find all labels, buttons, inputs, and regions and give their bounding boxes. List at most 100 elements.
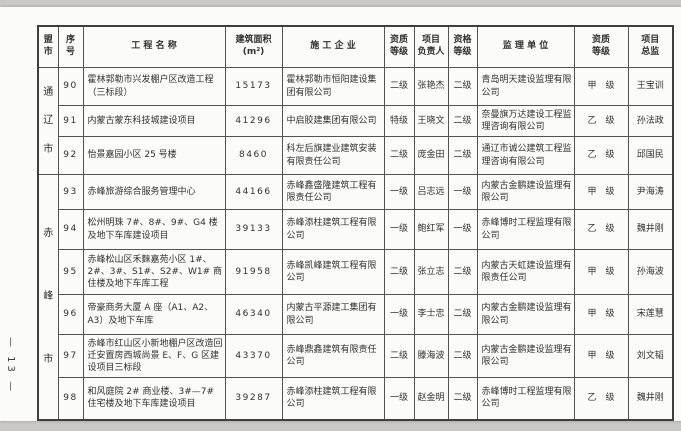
cell-leader-grade: 一级	[447, 174, 478, 210]
cell-leader: 庞金田	[413, 136, 449, 175]
table-row: 92 怡景嘉园小区 25 号楼 8460 科左后旗建业建筑安装有限责任公司 二级 庞金田二…	[38, 136, 674, 175]
cell-seq: 98	[57, 377, 84, 420]
project-table: 盟 市 序 号 工 程 名 称 建筑面积 (m²) 施 工 企 业 资质 等级 …	[37, 25, 674, 421]
col-header-contractor: 施 工 企 业	[281, 25, 385, 68]
cell-leader-grade: 二级	[447, 377, 478, 420]
cell-project-name: 赤峰旅游综合服务管理中心	[82, 174, 226, 210]
region-char: 峰	[43, 291, 54, 302]
cell-supervisor: 通辽市诚公建筑工程监理咨询有限公司	[476, 136, 575, 175]
col-header-region: 盟 市	[37, 25, 59, 68]
cell-director: 魏井刚	[627, 209, 674, 250]
col-header-seq: 序 号	[57, 25, 84, 68]
cell-area: 41296	[224, 105, 283, 137]
cell-director: 宋莲慧	[627, 294, 674, 335]
cell-supervisor-grade: 乙 级	[573, 105, 629, 137]
cell-contractor-grade: 二级	[383, 334, 415, 378]
cell-seq: 97	[57, 334, 84, 378]
cell-seq: 95	[57, 249, 84, 295]
cell-contractor: 赤峰添柱建筑工程有限公司	[281, 209, 385, 250]
cell-contractor-grade: 一级	[383, 209, 415, 250]
cell-project-name: 和风庭院 2# 商业楼、3#—7# 住宅楼及地下车库建设项目	[82, 377, 226, 420]
cell-leader: 张艳杰	[413, 67, 449, 106]
cell-contractor: 赤峰鑫盛隆建筑工程有限责任公司	[281, 174, 385, 210]
cell-area: 91958	[224, 249, 283, 295]
cell-project-name: 赤峰市红山区小新地棚户区改造回迁安置房西城尚景 E、F、G 区建设项目三标段	[82, 334, 226, 378]
col-header-supervisor: 监 理 单 位	[476, 25, 575, 68]
cell-project-name: 赤峰松山区禾麳嘉苑小区 1#、2#、3#、S1#、S2#、W1# 商住楼及地下车…	[82, 249, 226, 295]
cell-supervisor: 赤峰博时工程监理有限公司	[476, 377, 575, 420]
cell-leader: 滕海波	[413, 334, 449, 378]
table-row: 通辽市 90 霍林郭勒市兴发棚户区改造工程（三标段） 15173 霍林郭勒市恒阳建设集团…	[37, 67, 674, 175]
cell-director: 王宝训	[627, 67, 674, 106]
region-char: 赤	[43, 228, 54, 240]
cell-project-name: 霍林郭勒市兴发棚户区改造工程（三标段）	[82, 67, 226, 106]
cell-supervisor-grade: 乙 级	[573, 377, 629, 420]
cell-contractor-grade: 二级	[383, 67, 415, 106]
table-row: 95 赤峰松山区禾麳嘉苑小区 1#、2#、3#、S1#、S2#、W1# 商住楼及地…	[38, 249, 674, 295]
cell-leader: 李士忠	[413, 294, 449, 335]
cell-supervisor-grade: 甲 级	[573, 67, 629, 106]
cell-area: 39287	[224, 377, 283, 420]
scanned-page: — 13 — 盟 市 序 号 工 程 名 称 建筑面积 (m²) 施 工 企 业…	[0, 7, 681, 421]
cell-supervisor-grade: 甲 级	[573, 174, 629, 210]
cell-director: 邱国民	[627, 136, 674, 175]
col-header-area: 建筑面积 (m²)	[224, 25, 283, 68]
col-header-contractor-grade: 资质 等级	[383, 25, 415, 68]
cell-leader-grade: 二级	[447, 294, 478, 335]
cell-seq: 92	[57, 136, 84, 175]
table-row: 赤峰市 93 赤峰旅游综合服务管理中心 44166 赤峰鑫盛隆建筑工程有限责任公司 一级吕…	[37, 174, 674, 420]
project-table-wrap: 盟 市 序 号 工 程 名 称 建筑面积 (m²) 施 工 企 业 资质 等级 …	[37, 25, 674, 421]
cell-contractor: 赤峰凯峰建筑工程有限公司	[281, 249, 385, 295]
cell-leader-grade: 一级	[447, 209, 478, 250]
cell-leader: 张立志	[413, 249, 449, 295]
cell-contractor: 内蒙古平源建工集团有限公司	[281, 294, 385, 335]
cell-leader: 王晓文	[413, 105, 449, 137]
cell-seq: 93	[57, 174, 84, 210]
cell-leader: 赵金明	[413, 377, 449, 420]
cell-contractor-grade: 二级	[383, 249, 415, 295]
cell-supervisor: 内蒙古金鹏建设监理有限公司	[476, 174, 575, 210]
cell-project-name: 内蒙古蒙东科技城建设项目	[82, 105, 226, 137]
cell-contractor-grade: 二级	[383, 136, 415, 175]
region-cell: 赤峰市	[37, 174, 59, 420]
region-char: 通	[43, 86, 54, 98]
cell-project-name: 帝豪商务大厦 A 座（A1、A2、A3）及地下车库	[82, 294, 226, 335]
cell-contractor-grade: 特级	[383, 105, 415, 137]
cell-area: 8460	[224, 136, 283, 175]
cell-supervisor: 内蒙古金鹏建设监理有限公司	[476, 294, 575, 335]
cell-supervisor-grade: 甲 级	[573, 334, 629, 378]
table-body: 通辽市 90 霍林郭勒市兴发棚户区改造工程（三标段） 15173 霍林郭勒市恒阳建设集团…	[37, 67, 674, 420]
cell-area: 39133	[224, 209, 283, 250]
cell-area: 44166	[224, 174, 283, 210]
cell-contractor: 赤峰鼎鑫建筑有限责任公司	[281, 334, 385, 378]
col-header-leader: 项目 负责人	[413, 25, 449, 68]
cell-supervisor-grade: 甲 级	[573, 294, 629, 335]
cell-supervisor-grade: 乙 级	[573, 136, 629, 175]
cell-leader-grade: 二级	[447, 249, 478, 295]
col-header-director: 项目 总监	[627, 25, 674, 68]
cell-leader: 吕志远	[413, 174, 449, 210]
region-label: 通辽市	[41, 71, 56, 171]
cell-area: 43370	[224, 334, 283, 378]
col-header-project-name: 工 程 名 称	[82, 25, 226, 68]
table-row: 98 和风庭院 2# 商业楼、3#—7# 住宅楼及地下车库建设项目 39287 赤峰添…	[38, 377, 674, 420]
cell-area: 46340	[224, 294, 283, 335]
cell-contractor-grade: 一级	[383, 174, 415, 210]
cell-seq: 96	[57, 294, 84, 335]
cell-contractor: 科左后旗建业建筑安装有限责任公司	[281, 136, 385, 175]
cell-contractor-grade: 一级	[383, 377, 415, 420]
cell-supervisor: 青岛明天建设监理有限公司	[476, 67, 575, 106]
cell-director: 魏井刚	[627, 377, 674, 420]
col-header-leader-grade: 资格 等级	[447, 25, 478, 68]
cell-director: 孙海波	[627, 249, 674, 295]
cell-contractor: 霍林郭勒市恒阳建设集团有限公司	[281, 67, 385, 106]
cell-supervisor: 奈曼旗万达建设工程监理咨询有限公司	[476, 105, 575, 137]
cell-project-name: 松州明珠 7#、8#、9#、G4 楼及地下车库建设项目	[82, 209, 226, 250]
region-char: 市	[43, 353, 54, 365]
cell-seq: 94	[57, 209, 84, 250]
table-row: 94 松州明珠 7#、8#、9#、G4 楼及地下车库建设项目 39133 赤峰添柱建筑…	[38, 209, 674, 250]
cell-supervisor: 内蒙古天虹建设监理有限责任公司	[476, 249, 575, 295]
cell-contractor-grade: 一级	[383, 294, 415, 335]
table-row: 97 赤峰市红山区小新地棚户区改造回迁安置房西城尚景 E、F、G 区建设项目三标段…	[38, 334, 674, 378]
region-char: 辽	[43, 115, 54, 127]
